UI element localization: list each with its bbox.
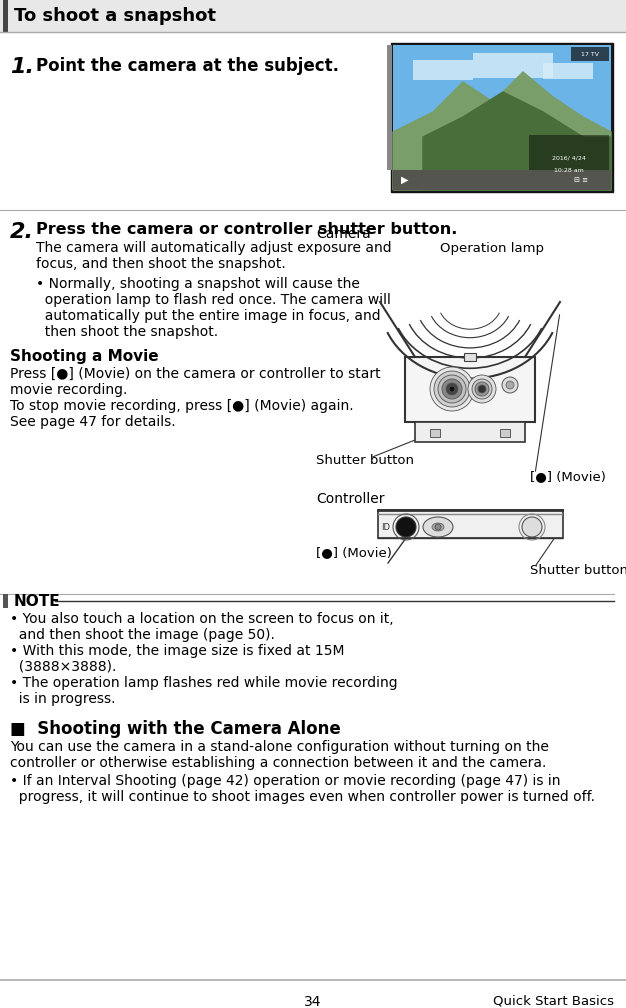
Text: [●] (Movie): [●] (Movie) bbox=[316, 546, 392, 559]
Circle shape bbox=[434, 371, 470, 407]
Text: focus, and then shoot the snapshot.: focus, and then shoot the snapshot. bbox=[36, 257, 285, 271]
Circle shape bbox=[475, 382, 489, 396]
Text: You can use the camera in a stand-alone configuration without turning on the: You can use the camera in a stand-alone … bbox=[10, 740, 549, 754]
Circle shape bbox=[442, 379, 462, 399]
Bar bbox=[464, 353, 476, 361]
Circle shape bbox=[396, 517, 416, 537]
Circle shape bbox=[478, 385, 486, 393]
Bar bbox=[0, 0, 626, 32]
Bar bbox=[430, 429, 440, 437]
Bar bbox=[391, 43, 613, 192]
Circle shape bbox=[435, 524, 441, 530]
Circle shape bbox=[446, 383, 458, 395]
Text: ⊟ ≡: ⊟ ≡ bbox=[574, 177, 588, 183]
Bar bbox=[387, 45, 392, 170]
Text: automatically put the entire image in focus, and: automatically put the entire image in fo… bbox=[36, 309, 381, 323]
Text: 1.: 1. bbox=[10, 57, 34, 77]
Text: Controller: Controller bbox=[316, 492, 384, 506]
Bar bbox=[393, 45, 611, 132]
Bar bbox=[543, 62, 593, 79]
Text: ID: ID bbox=[381, 522, 390, 531]
Text: See page 47 for details.: See page 47 for details. bbox=[10, 415, 176, 429]
Text: • You also touch a location on the screen to focus on it,: • You also touch a location on the scree… bbox=[10, 612, 394, 626]
Circle shape bbox=[430, 367, 474, 411]
Text: 34: 34 bbox=[304, 995, 322, 1008]
Bar bbox=[500, 429, 510, 437]
Polygon shape bbox=[423, 92, 611, 190]
Text: • Normally, shooting a snapshot will cause the: • Normally, shooting a snapshot will cau… bbox=[36, 277, 360, 291]
Bar bbox=[571, 47, 609, 61]
Text: [●] (Movie): [●] (Movie) bbox=[530, 470, 606, 483]
Circle shape bbox=[468, 375, 496, 403]
Text: 2016/ 4/24: 2016/ 4/24 bbox=[552, 155, 586, 160]
Text: The camera will automatically adjust exposure and: The camera will automatically adjust exp… bbox=[36, 241, 392, 255]
Text: To shoot a snapshot: To shoot a snapshot bbox=[14, 7, 216, 25]
Text: Press [●] (Movie) on the camera or controller to start: Press [●] (Movie) on the camera or contr… bbox=[10, 367, 381, 381]
Text: (3888×3888).: (3888×3888). bbox=[10, 660, 116, 674]
Text: Quick Start Basics: Quick Start Basics bbox=[493, 995, 614, 1008]
Text: movie recording.: movie recording. bbox=[10, 383, 127, 397]
Ellipse shape bbox=[423, 517, 453, 537]
Polygon shape bbox=[393, 72, 611, 190]
Bar bbox=[393, 170, 611, 190]
Text: Point the camera at the subject.: Point the camera at the subject. bbox=[36, 57, 339, 75]
Text: Shooting a Movie: Shooting a Movie bbox=[10, 349, 158, 364]
Text: To stop movie recording, press [●] (Movie) again.: To stop movie recording, press [●] (Movi… bbox=[10, 399, 354, 413]
Bar bbox=[473, 53, 553, 78]
Circle shape bbox=[438, 375, 466, 403]
Text: 17 TV: 17 TV bbox=[581, 51, 599, 56]
Bar bbox=[378, 510, 563, 538]
Text: 10:28 am: 10:28 am bbox=[554, 167, 584, 172]
Circle shape bbox=[502, 377, 518, 393]
Bar bbox=[529, 135, 609, 170]
Text: • If an Interval Shooting (page 42) operation or movie recording (page 47) is in: • If an Interval Shooting (page 42) oper… bbox=[10, 774, 560, 788]
Text: Shutter button: Shutter button bbox=[316, 454, 414, 467]
Text: then shoot the snapshot.: then shoot the snapshot. bbox=[36, 325, 218, 339]
Circle shape bbox=[506, 381, 514, 389]
Circle shape bbox=[449, 386, 455, 392]
Text: 2.: 2. bbox=[10, 222, 34, 242]
Bar bbox=[3, 0, 8, 32]
Ellipse shape bbox=[432, 523, 444, 531]
Circle shape bbox=[472, 379, 492, 399]
Text: operation lamp to flash red once. The camera will: operation lamp to flash red once. The ca… bbox=[36, 293, 391, 307]
Text: Camera: Camera bbox=[316, 227, 371, 241]
Text: is in progress.: is in progress. bbox=[10, 692, 116, 706]
Text: Shutter button: Shutter button bbox=[530, 564, 626, 577]
Text: and then shoot the image (page 50).: and then shoot the image (page 50). bbox=[10, 628, 275, 642]
Circle shape bbox=[522, 517, 542, 537]
Text: Press the camera or controller shutter button.: Press the camera or controller shutter b… bbox=[36, 222, 458, 237]
Text: Operation lamp: Operation lamp bbox=[440, 242, 544, 255]
Text: • The operation lamp flashes red while movie recording: • The operation lamp flashes red while m… bbox=[10, 676, 398, 690]
Text: ▶: ▶ bbox=[401, 175, 409, 185]
Bar bbox=[415, 422, 525, 442]
Bar bbox=[413, 60, 473, 80]
Text: NOTE: NOTE bbox=[14, 594, 61, 609]
Text: • With this mode, the image size is fixed at 15M: • With this mode, the image size is fixe… bbox=[10, 644, 344, 658]
Text: progress, it will continue to shoot images even when controller power is turned : progress, it will continue to shoot imag… bbox=[10, 790, 595, 804]
Bar bbox=[3, 594, 8, 608]
Text: ■  Shooting with the Camera Alone: ■ Shooting with the Camera Alone bbox=[10, 720, 341, 738]
Bar bbox=[405, 357, 535, 422]
Bar bbox=[393, 170, 611, 190]
Text: controller or otherwise establishing a connection between it and the camera.: controller or otherwise establishing a c… bbox=[10, 756, 546, 770]
